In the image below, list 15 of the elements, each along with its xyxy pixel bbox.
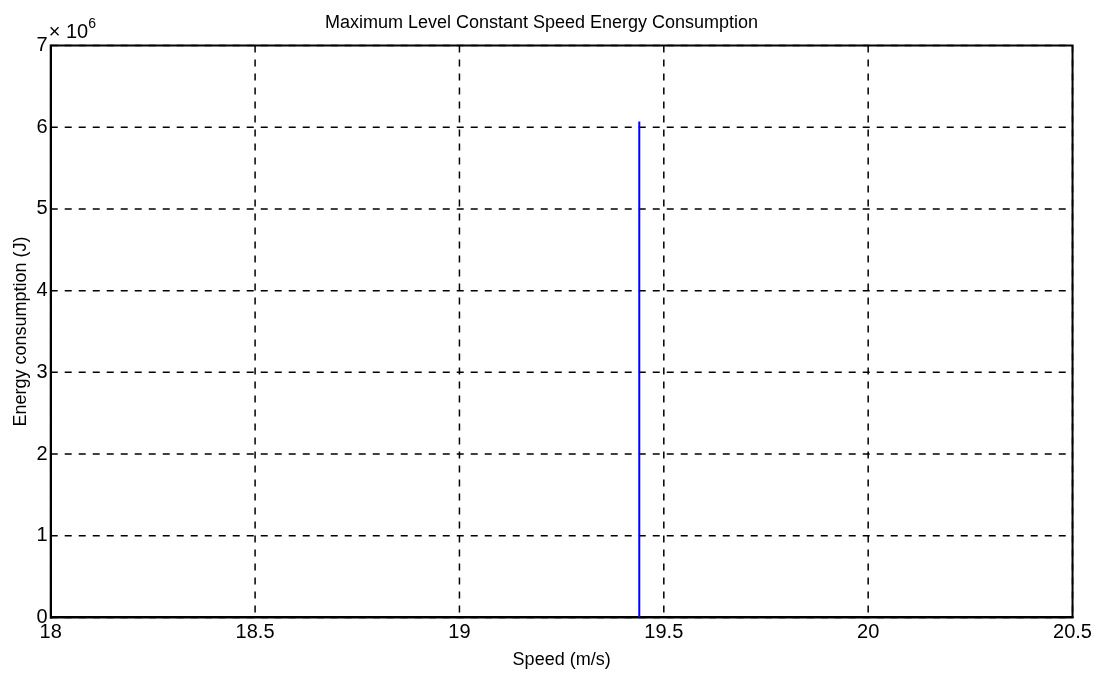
- x-tick-label: 20: [857, 619, 880, 642]
- y-tick-label: 6: [36, 114, 48, 137]
- y-tick-label: 7: [36, 33, 48, 56]
- y-tick-label: 1: [36, 523, 48, 546]
- y-tick-label: 2: [36, 441, 48, 464]
- y-tick-label: 3: [36, 359, 48, 382]
- y-axis-title: Energy consumption (J): [9, 236, 30, 427]
- x-tick-label: 19.5: [644, 619, 684, 642]
- x-tick-label: 19: [448, 619, 471, 642]
- chart-title: Maximum Level Constant Speed Energy Consumption: [324, 11, 759, 32]
- x-tick-label: 20.5: [1053, 619, 1093, 642]
- x-tick-label: 18.5: [235, 619, 275, 642]
- y-tick-label: 4: [36, 278, 48, 301]
- y-tick-label: 5: [36, 196, 48, 219]
- x-axis-title: Speed (m/s): [512, 649, 611, 670]
